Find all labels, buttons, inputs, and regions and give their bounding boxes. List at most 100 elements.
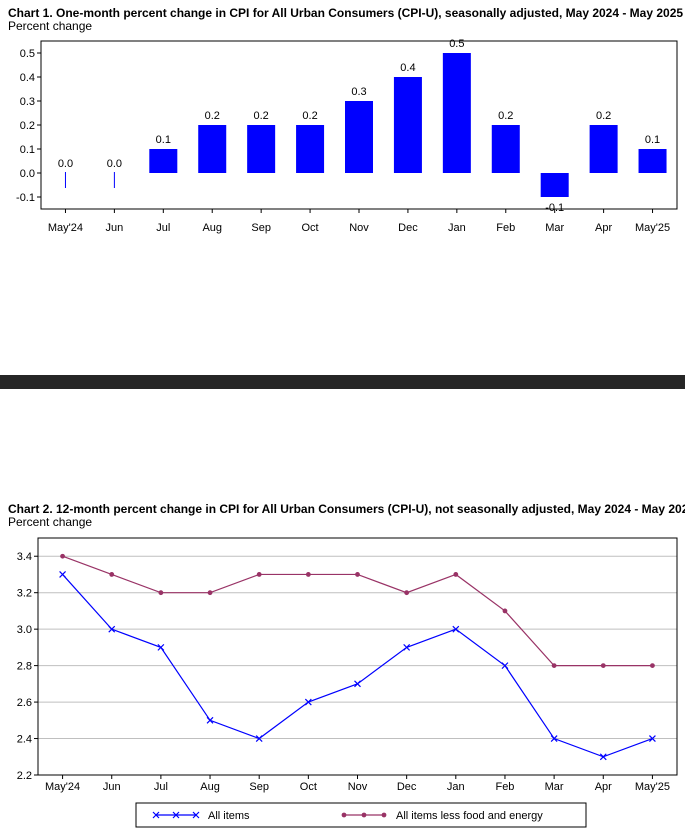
chart2-series-1-point xyxy=(207,590,213,596)
chart2-title: Chart 2. 12-month percent change in CPI … xyxy=(8,502,685,516)
chart1-title: Chart 1. One-month percent change in CPI… xyxy=(8,6,684,20)
chart1-bar-value-label: 0.2 xyxy=(596,110,611,122)
chart2-series-0-point xyxy=(255,735,263,742)
chart1-bar-value-label: 0.2 xyxy=(254,110,269,122)
chart2-xtick-label: Mar xyxy=(545,781,564,793)
chart1-ytick-label: 0.5 xyxy=(20,48,35,60)
chart1-bar-value-label: 0.1 xyxy=(156,134,171,146)
chart1-bar xyxy=(442,53,471,173)
chart2-series-1-point xyxy=(650,663,655,669)
chart1-bar-value-label: 0.0 xyxy=(58,158,73,170)
chart2-ytick-label: 2.4 xyxy=(17,734,32,746)
chart2-series-0-point xyxy=(304,698,312,706)
chart1-xtick-label: Jul xyxy=(156,222,170,234)
chart2-ylabel: Percent change xyxy=(8,515,93,529)
chart2-series-0-point xyxy=(157,643,165,651)
chart1-bar xyxy=(149,149,178,173)
chart1-bar-value-label: 0.3 xyxy=(351,86,366,98)
chart2-xtick-label: May'25 xyxy=(635,781,670,793)
chart2-series-1-point xyxy=(404,590,410,596)
chart1-bar-value-label: 0.2 xyxy=(205,110,220,122)
chart1-bar-value-label: 0.5 xyxy=(449,38,464,50)
chart2-xtick-label: Apr xyxy=(595,781,612,793)
chart1-ytick-label: 0.0 xyxy=(20,168,35,180)
chart2-xtick-label: Oct xyxy=(300,781,317,793)
chart2-xtick-label: Jan xyxy=(447,781,465,793)
chart2-series-1-point xyxy=(305,572,311,577)
chart2-ytick-label: 2.8 xyxy=(17,661,32,673)
chart2-series-1-point xyxy=(600,663,606,669)
chart2-series-0-point xyxy=(452,625,460,633)
chart1-bar-value-label: 0.0 xyxy=(107,158,122,170)
chart1-xtick-label: Aug xyxy=(202,222,222,234)
chart1-xtick-label: Nov xyxy=(349,222,369,234)
chart2-series-1-point xyxy=(502,608,508,614)
chart1-xtick-label: Dec xyxy=(398,222,418,234)
chart2-legend-label-0: All items xyxy=(208,810,250,822)
chart1-bar-value-label: 0.1 xyxy=(645,134,660,146)
chart1-bar-value-label: 0.2 xyxy=(498,110,513,122)
chart1-xtick-label: Apr xyxy=(595,222,612,234)
chart1-bar xyxy=(540,173,569,197)
chart2-ytick-label: 3.2 xyxy=(17,588,32,600)
chart2-xtick-label: Nov xyxy=(348,781,368,793)
chart2-series-1-point xyxy=(453,572,459,577)
chart1-bar xyxy=(345,101,373,173)
chart2-series-0-point xyxy=(108,625,116,633)
chart2-series-0-point xyxy=(648,735,656,742)
chart2-series-0-point xyxy=(354,680,361,688)
chart2-series-1-point xyxy=(60,553,65,559)
chart1-ylabel: Percent change xyxy=(8,19,93,33)
chart2-series-0-point xyxy=(206,716,214,724)
chart2-legend-label-1: All items less food and energy xyxy=(396,810,543,822)
chart2-ytick-label: 3.0 xyxy=(17,624,32,636)
chart2-series-1-point xyxy=(355,572,360,577)
chart1-plot: -0.1 0.0 0.1 0.2 0.3 0.4 0.5 0.0 May'24 0.0 Jun 0.1… xyxy=(16,38,678,234)
chart2-series-1-point xyxy=(158,590,164,596)
chart2-xtick-label: Sep xyxy=(249,781,269,793)
chart2-series-0-point xyxy=(59,571,67,578)
chart2-legend-marker-0 xyxy=(152,811,160,819)
chart2-series-1-point xyxy=(256,572,262,577)
chart1-bar-value-label: -0.1 xyxy=(545,202,564,214)
chart1-bar xyxy=(589,125,618,173)
chart1-xtick-label: May'25 xyxy=(635,222,670,234)
chart1-ytick-label: 0.1 xyxy=(20,144,35,156)
chart2-series-0-point xyxy=(403,643,411,651)
chart1-xtick-label: Jun xyxy=(106,222,124,234)
chart2-xtick-label: Jul xyxy=(154,781,168,793)
chart1-bar xyxy=(393,77,422,173)
chart1-xtick-label: Jan xyxy=(448,222,466,234)
chart-divider xyxy=(0,375,685,389)
chart1-xtick-label: Sep xyxy=(251,222,271,234)
chart2-legend-marker-0 xyxy=(172,811,180,819)
chart2-legend-marker-0 xyxy=(192,811,200,819)
chart2-xtick-label: May'24 xyxy=(45,781,80,793)
chart2-series-0-point xyxy=(599,753,607,761)
chart1-xtick-label: Oct xyxy=(302,222,319,234)
chart1-bar xyxy=(296,125,325,173)
chart2-xtick-label: Feb xyxy=(495,781,514,793)
chart2-xtick-label: Aug xyxy=(200,781,220,793)
chart2-series-0-point xyxy=(501,662,509,670)
chart2-legend-marker-1 xyxy=(361,812,367,818)
chart2-xtick-label: Jun xyxy=(103,781,121,793)
chart2-series-0-point xyxy=(550,735,558,742)
chart1-ytick-label: 0.4 xyxy=(20,72,35,84)
chart2-ytick-label: 2.2 xyxy=(17,770,32,782)
chart1-bar-value-label: 0.4 xyxy=(400,62,415,74)
chart2-series-1-point xyxy=(109,572,115,577)
chart1-bar xyxy=(638,149,667,173)
chart2-ytick-label: 3.4 xyxy=(17,551,32,563)
chart1-bar xyxy=(247,125,276,173)
chart1-xtick-label: May'24 xyxy=(48,222,83,234)
chart1-xtick-label: Mar xyxy=(545,222,564,234)
chart2-legend-marker-1 xyxy=(381,812,387,818)
chart1-ytick-label: 0.2 xyxy=(20,120,35,132)
chart1-bar-value-label: 0.2 xyxy=(302,110,317,122)
chart2-plot: 2.2 2.4 2.6 2.8 3.0 3.2 3.4 May'24 Jun Jul Aug Sep O… xyxy=(17,537,678,828)
chart2-legend-marker-1 xyxy=(341,812,347,818)
chart1-xtick-label: Feb xyxy=(496,222,515,234)
chart1-bar xyxy=(491,125,520,173)
chart2-xtick-label: Dec xyxy=(397,781,417,793)
